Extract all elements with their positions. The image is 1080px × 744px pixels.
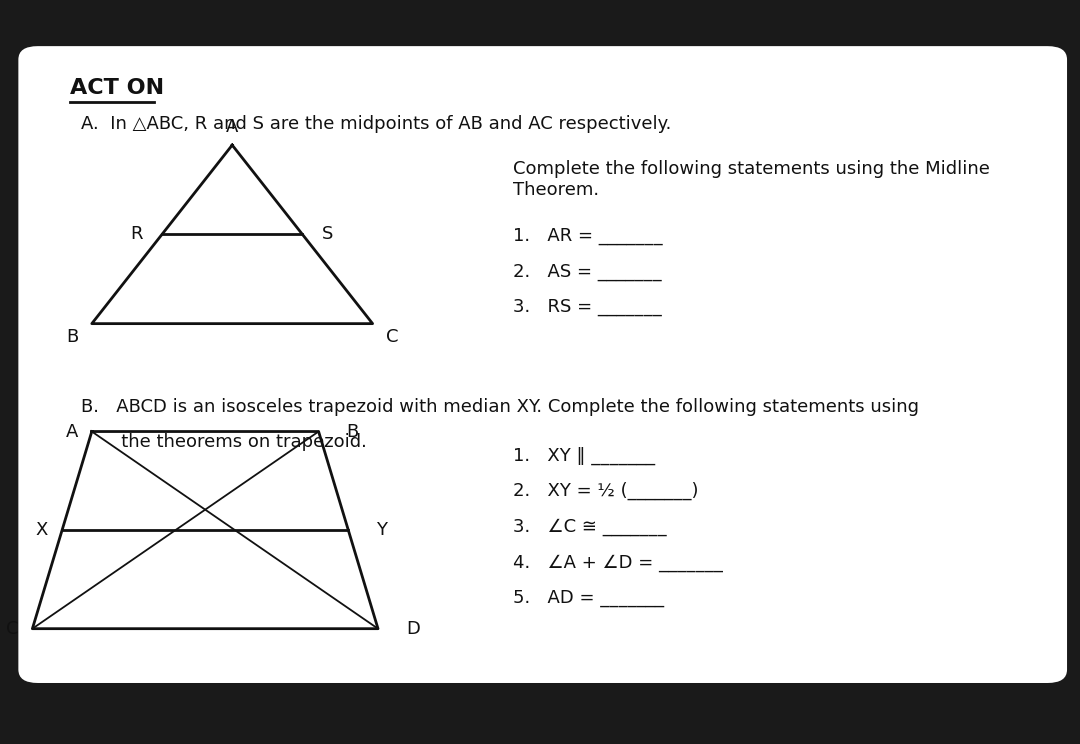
Text: 1.   XY ‖ _______: 1. XY ‖ _______ [513,446,656,465]
Text: A.  In △ABC, R and S are the midpoints of AB and AC respectively.: A. In △ABC, R and S are the midpoints of… [81,115,672,133]
Text: C: C [5,620,18,638]
Text: 5.   AD = _______: 5. AD = _______ [513,589,664,607]
Text: the theorems on trapezoid.: the theorems on trapezoid. [81,433,367,451]
FancyBboxPatch shape [18,46,1067,683]
Text: B.   ABCD is an isosceles trapezoid with median XY. Complete the following state: B. ABCD is an isosceles trapezoid with m… [81,398,919,416]
Text: D: D [406,620,420,638]
Text: A: A [226,118,239,136]
Text: B: B [347,423,359,440]
Text: Complete the following statements using the Midline
Theorem.: Complete the following statements using … [513,160,990,199]
Text: X: X [36,521,49,539]
Text: 2.   XY = ½ (_______): 2. XY = ½ (_______) [513,482,699,501]
Text: S: S [322,225,334,243]
Text: Y: Y [377,521,388,539]
Text: 1.   AR = _______: 1. AR = _______ [513,227,663,245]
Text: B: B [67,328,79,346]
Text: ACT ON: ACT ON [70,78,164,98]
Text: C: C [386,328,399,346]
Text: 2.   AS = _______: 2. AS = _______ [513,263,662,280]
Text: 3.   RS = _______: 3. RS = _______ [513,298,662,316]
Text: A: A [66,423,78,440]
Text: R: R [130,225,143,243]
Text: 3.   ∠C ≅ _______: 3. ∠C ≅ _______ [513,518,666,536]
Text: 4.   ∠A + ∠D = _______: 4. ∠A + ∠D = _______ [513,554,723,571]
